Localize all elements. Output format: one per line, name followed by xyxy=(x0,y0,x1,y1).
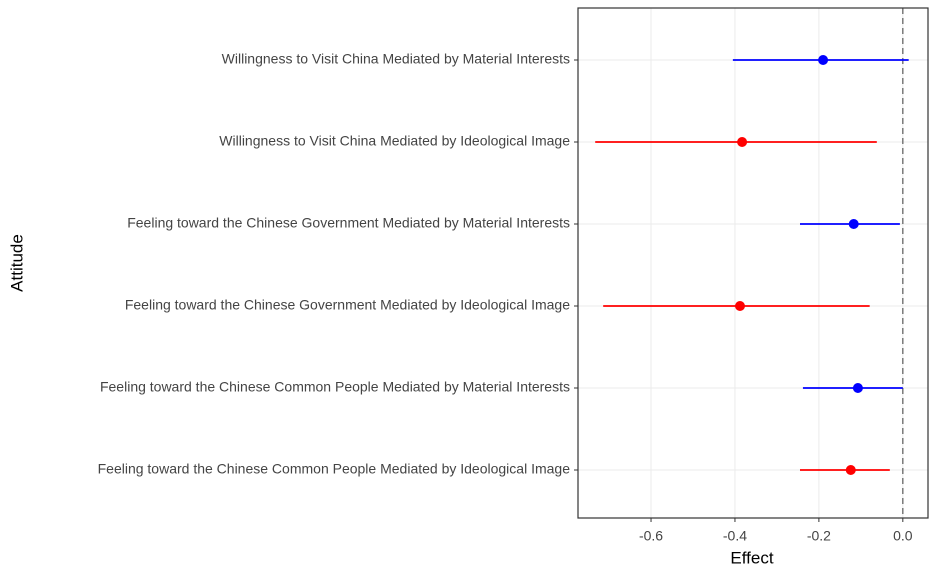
y-axis-label: Attitude xyxy=(7,234,26,292)
point xyxy=(845,465,856,475)
y-tick-label: Willingness to Visit China Mediated by I… xyxy=(219,133,570,149)
y-tick-label: Feeling toward the Chinese Common People… xyxy=(98,461,571,477)
point xyxy=(737,137,748,147)
x-tick-label: 0.0 xyxy=(893,528,913,544)
plot-background xyxy=(578,8,928,518)
x-tick-label: -0.6 xyxy=(639,528,663,544)
y-tick-label: Feeling toward the Chinese Common People… xyxy=(100,379,570,395)
x-tick-label: -0.2 xyxy=(807,528,831,544)
point xyxy=(852,383,863,393)
plot-border xyxy=(577,7,929,519)
y-tick-label: Willingness to Visit China Mediated by M… xyxy=(222,51,570,67)
point xyxy=(818,55,829,65)
point xyxy=(848,219,859,229)
x-axis-label: Effect xyxy=(730,548,773,567)
x-tick-label: -0.4 xyxy=(723,528,747,544)
y-tick-label: Feeling toward the Chinese Government Me… xyxy=(125,297,570,313)
y-tick-label: Feeling toward the Chinese Government Me… xyxy=(127,215,570,231)
point xyxy=(734,301,745,311)
